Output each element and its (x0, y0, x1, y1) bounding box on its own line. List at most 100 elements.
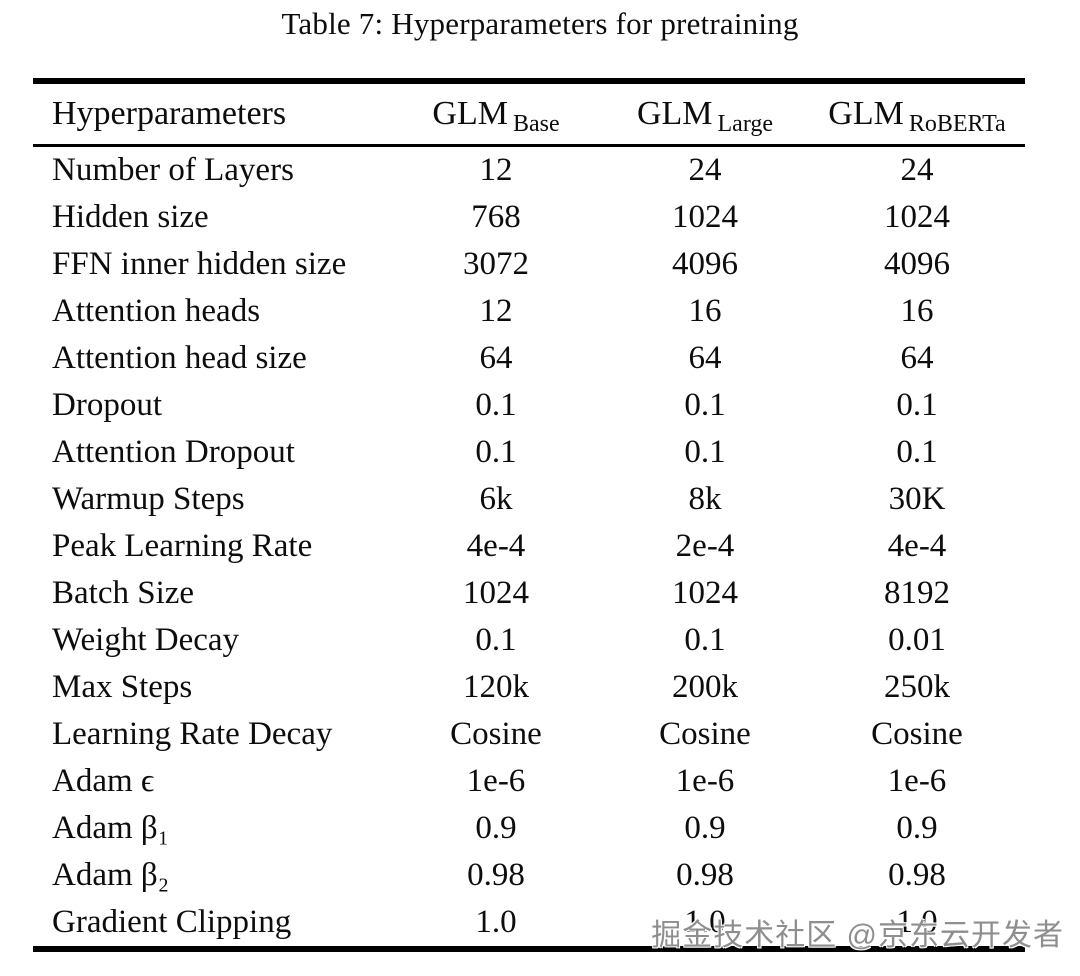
cell-value: 16 (900, 293, 934, 329)
model-subscript-base: Base (512, 111, 560, 137)
cell-value: 1e-6 (466, 763, 526, 799)
cell-value: 0.9 (896, 810, 938, 846)
table-row: Dropout 0.1 0.1 0.1 (33, 382, 1025, 429)
cell-value: 0.01 (888, 622, 946, 658)
cell-value: 0.1 (684, 622, 726, 658)
row-label: Number of Layers (52, 152, 294, 188)
cell-value: 0.1 (475, 387, 517, 423)
row-label: Gradient Clipping (52, 904, 292, 940)
cell-value: 4e-4 (466, 528, 526, 564)
table-row: Attention heads 12 16 16 (33, 288, 1025, 335)
cell-value: 12 (479, 152, 513, 188)
cell-value: 0.1 (684, 434, 726, 470)
glm-label: GLM (636, 95, 713, 132)
row-label: Batch Size (52, 575, 195, 611)
table-row: Warmup Steps 6k 8k 30K (33, 476, 1025, 523)
table-row: Weight Decay 0.1 0.1 0.01 (33, 617, 1025, 664)
column-header-glm-base: GLM Base (391, 95, 601, 137)
glm-label: GLM (828, 95, 904, 132)
row-label: Learning Rate Decay (52, 716, 333, 752)
cell-value: 8192 (884, 575, 950, 611)
table-row: Adam β₁ 0.9 0.9 0.9 (33, 805, 1025, 852)
cell-value: 1e-6 (675, 763, 735, 799)
table-row: Max Steps 120k 200k 250k (33, 664, 1025, 711)
cell-value: 64 (688, 340, 722, 376)
cell-value: 0.98 (676, 857, 734, 893)
cell-value: 0.1 (896, 387, 938, 423)
cell-value: 12 (479, 293, 513, 329)
table-row: Hidden size 768 1024 1024 (33, 194, 1025, 241)
cell-value: 0.1 (475, 622, 517, 658)
cell-value: Cosine (659, 716, 751, 752)
cell-value: 0.9 (475, 810, 517, 846)
table-row: Attention head size 64 64 64 (33, 335, 1025, 382)
hyperparameters-table: Hyperparameters GLM Base GLM Large GLM RoBE… (33, 78, 1025, 952)
cell-value: 1.0 (475, 904, 517, 940)
cell-value: 1.0 (684, 904, 726, 940)
cell-value: 1e-6 (887, 763, 947, 799)
table-row: Batch Size 1024 1024 8192 (33, 570, 1025, 617)
row-label: FFN inner hidden size (52, 246, 347, 282)
row-label: Attention heads (52, 293, 261, 329)
row-label: Adam β₁ (52, 810, 170, 846)
cell-value: 4096 (672, 246, 738, 282)
cell-value: 768 (471, 199, 521, 235)
header-rule (33, 144, 1025, 147)
table-row: Number of Layers 12 24 24 (33, 147, 1025, 194)
model-subscript-large: Large (717, 111, 774, 137)
cell-value: 3072 (463, 246, 529, 282)
cell-value: 120k (463, 669, 529, 705)
row-label: Warmup Steps (52, 481, 245, 517)
cell-value: 1024 (463, 575, 529, 611)
row-label: Peak Learning Rate (52, 528, 313, 564)
cell-value: 1024 (672, 199, 738, 235)
cell-value: 4e-4 (887, 528, 947, 564)
table-row: FFN inner hidden size 3072 4096 4096 (33, 241, 1025, 288)
cell-value: 0.9 (684, 810, 726, 846)
column-header-glm-large: GLM Large (601, 95, 809, 137)
cell-value: 200k (672, 669, 738, 705)
table-row: Adam β₂ 0.98 0.98 0.98 (33, 852, 1025, 899)
cell-value: 4096 (884, 246, 950, 282)
cell-value: 30K (888, 481, 946, 517)
table-row: Peak Learning Rate 4e-4 2e-4 4e-4 (33, 523, 1025, 570)
cell-value: 0.98 (467, 857, 525, 893)
row-label: Dropout (52, 387, 162, 423)
cell-value: 24 (688, 152, 722, 188)
row-label: Attention Dropout (52, 434, 295, 470)
row-label: Hidden size (52, 199, 209, 235)
cell-value: 64 (479, 340, 513, 376)
cell-value: 6k (479, 481, 513, 517)
row-label: Max Steps (52, 669, 193, 705)
table-row: Adam ϵ 1e-6 1e-6 1e-6 (33, 758, 1025, 805)
cell-value: 2e-4 (675, 528, 735, 564)
cell-value: Cosine (871, 716, 963, 752)
bottom-rule (33, 946, 1025, 952)
top-rule (33, 78, 1025, 84)
cell-value: 0.1 (475, 434, 517, 470)
cell-value: 1.0 (896, 904, 938, 940)
header-row: Hyperparameters GLM Base GLM Large GLM RoBE… (33, 84, 1025, 144)
cell-value: 0.1 (896, 434, 938, 470)
row-label: Weight Decay (52, 622, 240, 658)
row-label: Adam β₂ (52, 857, 170, 893)
cell-value: Cosine (450, 716, 542, 752)
table-row: Gradient Clipping 1.0 1.0 1.0 (33, 899, 1025, 946)
table-caption: Table 7: Hyperparameters for pretraining (281, 6, 799, 41)
row-label: Attention head size (52, 340, 307, 376)
cell-value: 8k (688, 481, 722, 517)
model-subscript-roberta: RoBERTa (908, 111, 1006, 137)
cell-value: 16 (688, 293, 722, 329)
cell-value: 250k (884, 669, 950, 705)
watermark: 掘金技术社区 @京东云开发者 (651, 919, 1064, 952)
table-row: Attention Dropout 0.1 0.1 0.1 (33, 429, 1025, 476)
cell-value: 1024 (884, 199, 950, 235)
table-row: Learning Rate Decay Cosine Cosine Cosine (33, 711, 1025, 758)
cell-value: 24 (900, 152, 934, 188)
column-header-hyperparameters: Hyperparameters (52, 95, 287, 132)
cell-value: 0.98 (888, 857, 946, 893)
row-label: Adam ϵ (52, 763, 155, 799)
cell-value: 1024 (672, 575, 738, 611)
column-header-glm-roberta: GLM RoBERTa (809, 95, 1025, 137)
